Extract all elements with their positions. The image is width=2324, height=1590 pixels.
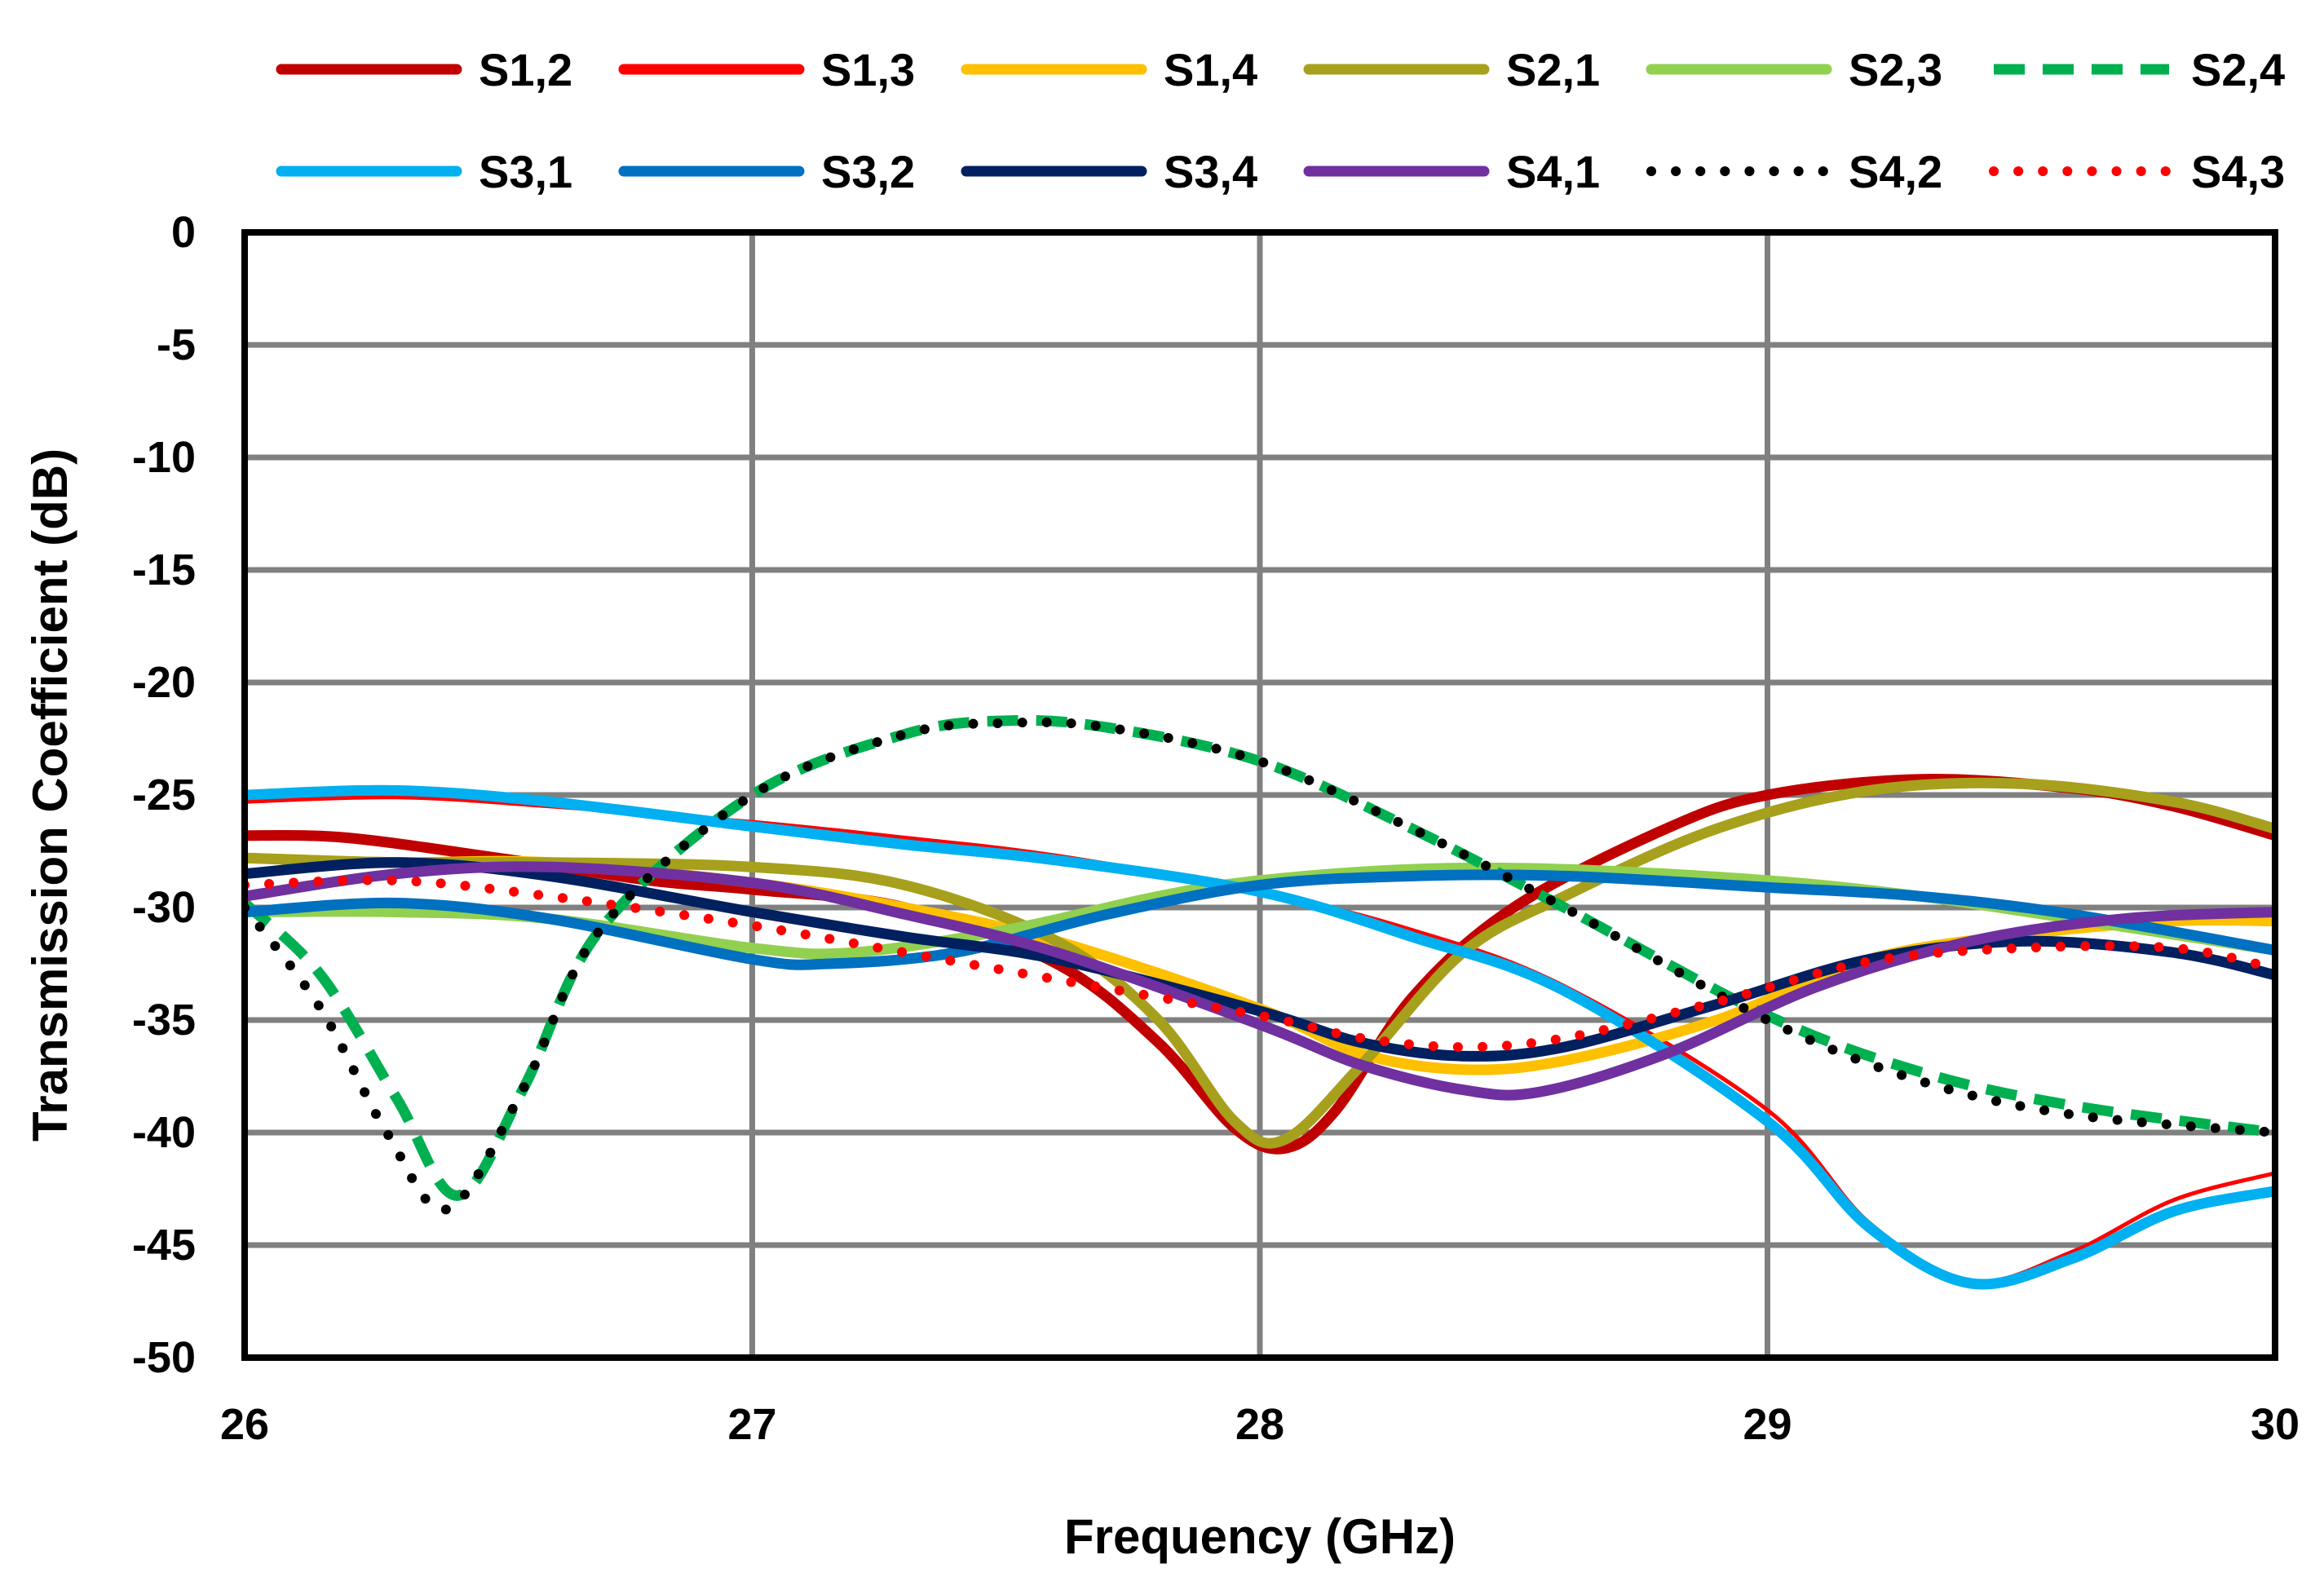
x-tick-label: 27 <box>727 1400 776 1449</box>
y-tick-label: -20 <box>132 658 196 707</box>
series-line-s42 <box>245 717 2275 1215</box>
legend-label-s32: S3,2 <box>821 146 915 197</box>
legend-label-s31: S3,1 <box>479 146 572 197</box>
series-line-s31 <box>245 784 2275 1290</box>
y-tick-labels: 0 -5 -10 -15 -20 -25 -30 -35 -40 -45 -50 <box>132 208 196 1382</box>
legend-label-s12: S1,2 <box>479 44 572 95</box>
x-tick-label: 29 <box>1743 1400 1792 1449</box>
y-tick-label: -50 <box>132 1333 196 1382</box>
x-tick-label: 30 <box>2251 1400 2300 1449</box>
x-tick-label: 28 <box>1235 1400 1284 1449</box>
y-tick-label: -40 <box>132 1108 196 1157</box>
plot-frame <box>241 229 2278 1361</box>
series-line-s24 <box>245 714 2275 1201</box>
series-line-s41 <box>245 861 2275 1101</box>
legend-label-s41: S4,1 <box>1506 146 1600 197</box>
gridlines <box>241 229 2278 1361</box>
legend-label-s13: S1,3 <box>821 44 915 95</box>
y-tick-label: -45 <box>132 1221 196 1270</box>
legend-label-s21: S2,1 <box>1506 44 1600 95</box>
series-layer <box>245 714 2275 1290</box>
legend: S1,2 S1,3 S1,4 S2,1 S2,3 S2,4 S3,1 S3,2 S3,4 S4,1… <box>276 44 2285 197</box>
y-tick-label: 0 <box>171 208 196 257</box>
series-line-s32 <box>245 869 2275 970</box>
x-tick-label: 26 <box>220 1400 269 1449</box>
x-axis-title: Frequency (GHz) <box>1064 1509 1456 1564</box>
y-tick-label: -30 <box>132 883 196 932</box>
legend-label-s23: S2,3 <box>1849 44 1942 95</box>
series-line-s21 <box>245 777 2275 1149</box>
y-tick-label: -5 <box>157 320 196 369</box>
series-line-s43 <box>245 875 2275 1053</box>
y-tick-label: -35 <box>132 996 196 1045</box>
y-tick-label: -10 <box>132 433 196 482</box>
y-tick-label: -25 <box>132 771 196 819</box>
legend-label-s43: S4,3 <box>2191 146 2285 197</box>
y-tick-label: -15 <box>132 545 196 594</box>
x-tick-labels: 26 27 28 29 30 <box>220 1400 2300 1449</box>
legend-label-s14: S1,4 <box>1164 44 1257 95</box>
legend-label-s24: S2,4 <box>2191 44 2285 95</box>
y-axis-title: Transmission Coefficient (dB) <box>23 448 77 1142</box>
legend-label-s34: S3,4 <box>1164 146 1257 197</box>
legend-label-s42: S4,2 <box>1849 146 1942 197</box>
